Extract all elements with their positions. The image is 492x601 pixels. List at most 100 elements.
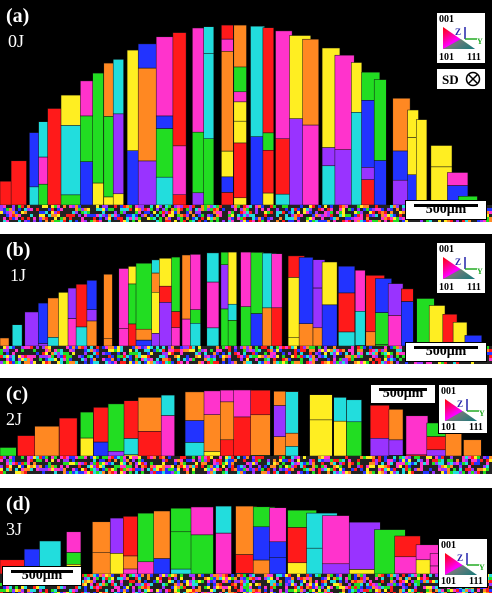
grain <box>190 254 201 310</box>
substrate-grain <box>69 465 72 468</box>
substrate-grain <box>255 592 258 593</box>
substrate-grain <box>315 358 318 361</box>
substrate-grain <box>150 217 153 220</box>
substrate-grain <box>135 211 138 214</box>
substrate-grain <box>282 214 285 217</box>
substrate-grain <box>75 211 78 214</box>
substrate-grain <box>420 456 423 459</box>
substrate-grain <box>300 468 303 471</box>
substrate-grain <box>270 574 273 577</box>
substrate-grain <box>222 589 225 592</box>
substrate-grain <box>126 574 129 577</box>
substrate-grain <box>249 217 252 220</box>
substrate-grain <box>66 456 69 459</box>
substrate-grain <box>177 456 180 459</box>
substrate-grain <box>162 462 165 465</box>
substrate-grain <box>342 456 345 459</box>
substrate-grain <box>111 462 114 465</box>
substrate-grain <box>144 456 147 459</box>
substrate-grain <box>0 580 3 583</box>
substrate-grain <box>312 346 315 349</box>
substrate-grain <box>99 355 102 358</box>
substrate-grain <box>261 471 264 474</box>
substrate-grain <box>24 211 27 214</box>
substrate-grain <box>378 577 381 580</box>
substrate-grain <box>339 574 342 577</box>
substrate-grain <box>480 589 483 592</box>
substrate-grain <box>303 361 306 364</box>
substrate-grain <box>297 589 300 592</box>
substrate-grain <box>51 462 54 465</box>
grain <box>137 43 158 69</box>
grain <box>66 552 82 565</box>
substrate-grain <box>285 574 288 577</box>
substrate-grain <box>108 208 111 211</box>
substrate-grain <box>216 346 219 349</box>
substrate-grain <box>150 468 153 471</box>
substrate-grain <box>48 462 51 465</box>
substrate-grain <box>342 459 345 462</box>
substrate-grain <box>123 220 126 222</box>
substrate-grain <box>105 352 108 355</box>
substrate-grain <box>249 208 252 211</box>
substrate-grain <box>174 589 177 592</box>
substrate-grain <box>270 586 273 589</box>
substrate-grain <box>489 586 492 589</box>
substrate-grain <box>183 208 186 211</box>
substrate-grain <box>63 211 66 214</box>
substrate-grain <box>339 583 342 586</box>
substrate-grain <box>228 459 231 462</box>
substrate-grain <box>363 352 366 355</box>
substrate-grain <box>435 456 438 459</box>
substrate-grain <box>114 462 117 465</box>
substrate-grain <box>270 577 273 580</box>
substrate-grain <box>78 214 81 217</box>
substrate-grain <box>390 586 393 589</box>
substrate-grain <box>240 468 243 471</box>
substrate-grain <box>42 589 45 592</box>
substrate-grain <box>354 361 357 364</box>
substrate-grain <box>351 220 354 222</box>
substrate-grain <box>336 459 339 462</box>
substrate-grain <box>126 589 129 592</box>
substrate-grain <box>255 583 258 586</box>
substrate-grain <box>132 589 135 592</box>
substrate-grain <box>363 211 366 214</box>
substrate-grain <box>225 471 228 474</box>
substrate-grain <box>192 361 195 364</box>
substrate-grain <box>165 355 168 358</box>
substrate-grain <box>36 465 39 468</box>
substrate-grain <box>399 465 402 468</box>
substrate-grain <box>435 361 438 364</box>
substrate-grain <box>402 589 405 592</box>
substrate-grain <box>69 349 72 352</box>
substrate-grain <box>411 589 414 592</box>
substrate-grain <box>156 574 159 577</box>
substrate-grain <box>399 456 402 459</box>
substrate-grain <box>216 574 219 577</box>
substrate-grain <box>243 358 246 361</box>
substrate-grain <box>486 346 489 349</box>
substrate-grain <box>300 459 303 462</box>
substrate-grain <box>360 580 363 583</box>
substrate-grain <box>282 574 285 577</box>
grain <box>426 449 448 457</box>
substrate-grain <box>150 214 153 217</box>
substrate-grain <box>129 583 132 586</box>
substrate-grain <box>432 220 435 222</box>
substrate-grain <box>114 361 117 364</box>
substrate-grain <box>72 346 75 349</box>
substrate-grain <box>27 208 30 211</box>
substrate-grain <box>366 217 369 220</box>
substrate-grain <box>360 574 363 577</box>
substrate-grain <box>462 220 465 222</box>
substrate-grain <box>486 355 489 358</box>
substrate-grain <box>177 214 180 217</box>
substrate-grain <box>279 208 282 211</box>
substrate-grain <box>234 586 237 589</box>
substrate-grain <box>489 456 492 459</box>
substrate-grain <box>90 592 93 593</box>
substrate-grain <box>306 346 309 349</box>
substrate-grain <box>108 346 111 349</box>
substrate-grain <box>351 583 354 586</box>
